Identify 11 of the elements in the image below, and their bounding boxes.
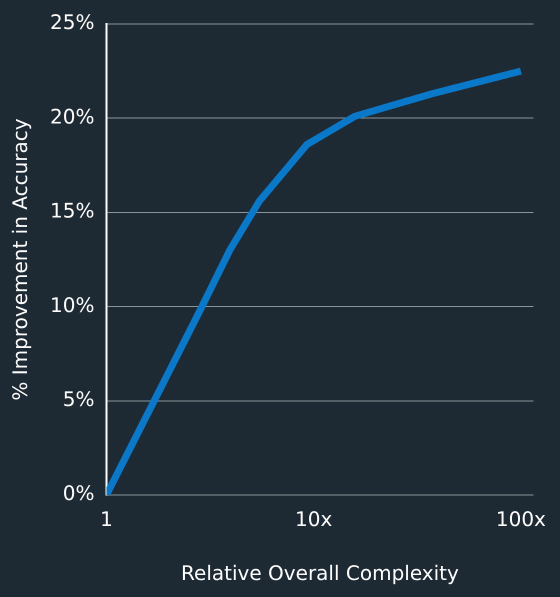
y-tick-label: 5% bbox=[62, 387, 94, 412]
x-tick-label: 1 bbox=[100, 507, 113, 532]
y-tick-label: 20% bbox=[50, 104, 94, 128]
y-axis-title: % Improvement in Accuracy bbox=[8, 118, 32, 401]
y-tick-label: 10% bbox=[50, 292, 94, 317]
x-tick-label: 10x bbox=[295, 507, 332, 532]
x-axis-title: Relative Overall Complexity bbox=[181, 561, 460, 586]
y-tick-label: 25% bbox=[50, 10, 94, 34]
x-tick-label: 100x bbox=[496, 507, 546, 532]
y-tick-label: 0% bbox=[62, 481, 94, 506]
y-tick-label: 15% bbox=[50, 198, 94, 223]
